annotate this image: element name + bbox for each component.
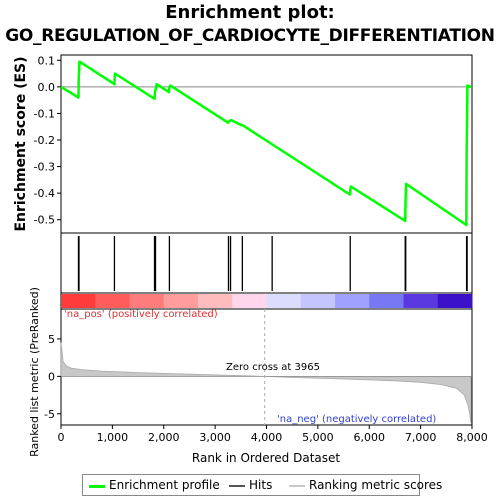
metric-ytick-label: 5 (48, 333, 55, 346)
xtick-label: 1,000 (97, 431, 129, 444)
heatmap-segment (232, 294, 267, 308)
heatmap-segment (95, 294, 130, 308)
x-axis-label: Rank in Ordered Dataset (192, 451, 340, 465)
chart-title-line1: Enrichment plot: (165, 2, 335, 23)
legend: Enrichment profile Hits Ranking metric s… (82, 474, 442, 496)
metric-ytick-label: -5 (44, 408, 55, 421)
legend-swatch-hits (229, 485, 245, 487)
heatmap-segment (403, 294, 439, 308)
zero-cross-label: Zero cross at 3965 (226, 362, 320, 373)
xtick-label: 4,000 (251, 431, 283, 444)
heatmap-segment (437, 294, 473, 308)
pos-label: 'na_pos' (positively correlated) (64, 309, 218, 320)
xtick-label: 8,000 (456, 431, 488, 444)
heatmap-segment (61, 294, 96, 308)
legend-label-enrichment: Enrichment profile (109, 478, 220, 492)
metric-panel-frame (60, 308, 473, 426)
heatmap-segment (129, 294, 165, 308)
es-ytick-label: -0.5 (34, 214, 55, 227)
heatmap-segment (300, 294, 336, 308)
metric-axis-label: Ranked list metric (PreRanked) (28, 287, 41, 457)
es-ytick-label: -0.4 (34, 187, 55, 200)
es-ytick-label: -0.2 (34, 134, 55, 147)
xtick-label: 2,000 (148, 431, 180, 444)
xtick-label: 0 (58, 431, 65, 444)
es-axis-label: Enrichment score (ES) (13, 56, 29, 231)
heatmap-segment (335, 294, 370, 308)
ranking-metric-area (60, 342, 472, 424)
xtick-label: 6,000 (354, 431, 386, 444)
heatmap-segment (163, 294, 199, 308)
es-ytick-label: -0.3 (34, 161, 55, 174)
es-ytick-label: -0.1 (34, 107, 55, 120)
xtick-label: 5,000 (302, 431, 334, 444)
chart-title-line2: GO_REGULATION_OF_CARDIOCYTE_DIFFERENTIAT… (5, 26, 495, 46)
legend-label-metric: Ranking metric scores (309, 478, 443, 492)
legend-label-hits: Hits (249, 478, 273, 492)
legend-swatch-metric (289, 485, 305, 487)
hits-panel-frame (60, 232, 473, 294)
es-ytick-label: 0.0 (38, 81, 56, 94)
xtick-label: 7,000 (405, 431, 437, 444)
es-ytick-label: 0.1 (38, 54, 56, 67)
heatmap-segment (369, 294, 404, 308)
heatmap-segment (266, 294, 302, 308)
es-panel-frame (60, 54, 473, 234)
legend-swatch-enrichment (89, 485, 105, 488)
enrichment-profile-line (60, 60, 472, 227)
heatmap-segment (198, 294, 233, 308)
metric-ytick-label: 0 (48, 370, 55, 383)
xtick-label: 3,000 (199, 431, 231, 444)
neg-label: 'na_neg' (negatively correlated) (277, 414, 436, 425)
